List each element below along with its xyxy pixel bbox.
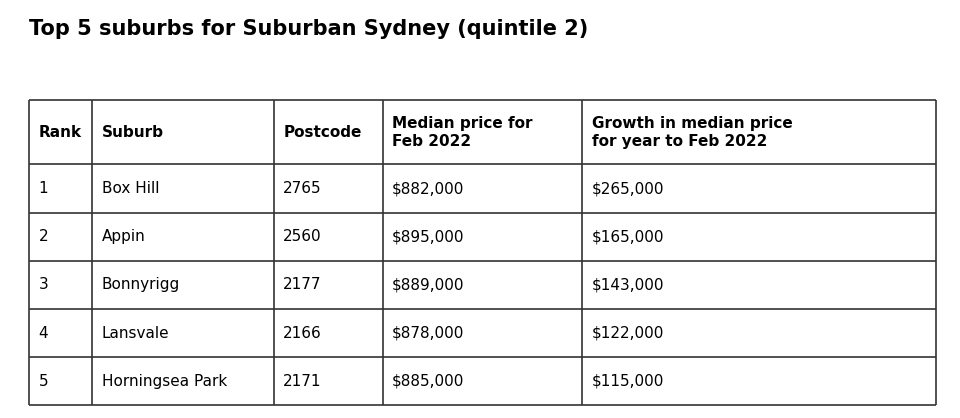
Text: Horningsea Park: Horningsea Park [102,374,228,389]
Text: $122,000: $122,000 [591,326,664,341]
Text: Appin: Appin [102,229,146,244]
Text: Rank: Rank [38,125,82,140]
Text: $889,000: $889,000 [393,278,465,293]
Text: 4: 4 [38,326,48,341]
Text: Top 5 suburbs for Suburban Sydney (quintile 2): Top 5 suburbs for Suburban Sydney (quint… [29,19,588,39]
Text: $895,000: $895,000 [393,229,465,244]
Text: 2: 2 [38,229,48,244]
Text: 2166: 2166 [283,326,323,341]
Text: $165,000: $165,000 [591,229,664,244]
Text: $265,000: $265,000 [591,181,664,196]
Text: 5: 5 [38,374,48,389]
Text: Bonnyrigg: Bonnyrigg [102,278,180,293]
Text: Postcode: Postcode [283,125,362,140]
Text: 2177: 2177 [283,278,322,293]
Text: 2560: 2560 [283,229,322,244]
Text: Lansvale: Lansvale [102,326,170,341]
Text: 3: 3 [38,278,48,293]
Text: 2765: 2765 [283,181,322,196]
Text: Box Hill: Box Hill [102,181,159,196]
Text: Suburb: Suburb [102,125,164,140]
Text: $882,000: $882,000 [393,181,465,196]
Text: $885,000: $885,000 [393,374,465,389]
Text: 1: 1 [38,181,48,196]
Text: Growth in median price
for year to Feb 2022: Growth in median price for year to Feb 2… [591,116,793,148]
Text: $143,000: $143,000 [591,278,664,293]
Text: $115,000: $115,000 [591,374,664,389]
Text: $878,000: $878,000 [393,326,465,341]
Text: Median price for
Feb 2022: Median price for Feb 2022 [393,116,533,148]
Text: 2171: 2171 [283,374,322,389]
